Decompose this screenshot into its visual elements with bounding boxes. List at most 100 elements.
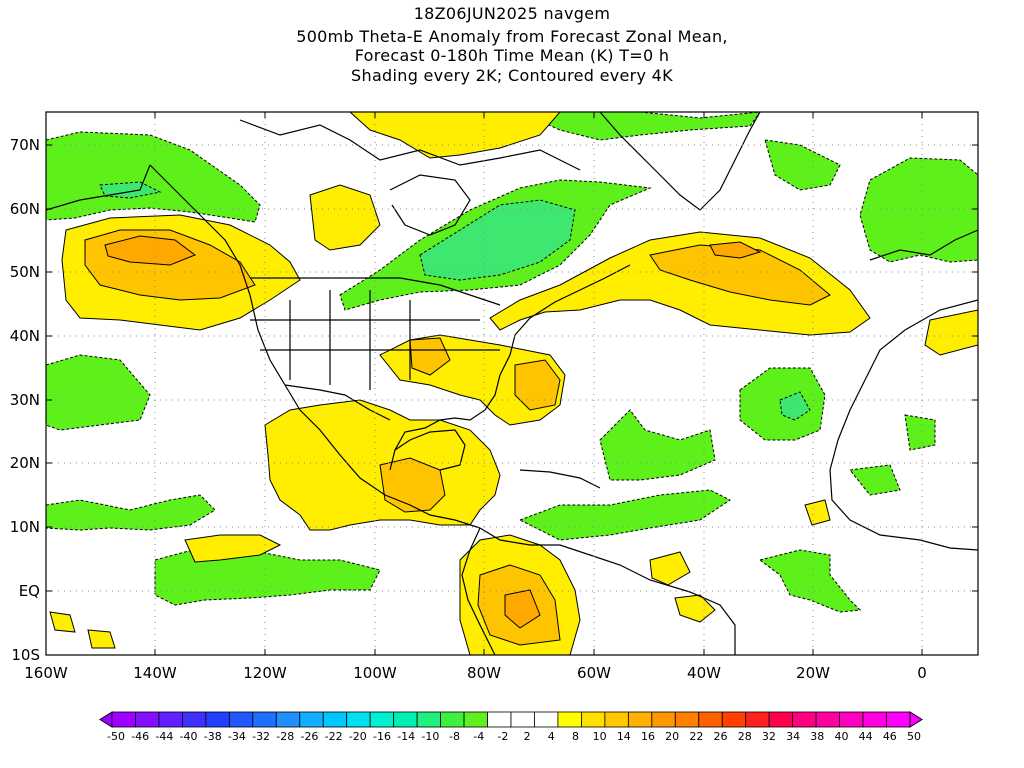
lat-label: 60N (10, 200, 40, 218)
strong-neg-canada-core (419, 199, 576, 281)
coast-africa (829, 299, 978, 551)
lon-ticks (45, 112, 923, 655)
neg-region-central-atlantic (599, 409, 716, 481)
lon-label: 100W (353, 664, 397, 682)
colorbar-label: 16 (641, 730, 655, 743)
coastlines (46, 112, 978, 655)
neg-region-sahel (849, 464, 901, 496)
strong-pos-carolinas (514, 359, 561, 411)
colorbar-swatch (651, 711, 676, 728)
colorbar-swatch (604, 711, 629, 728)
colorbar-swatch (839, 711, 864, 728)
lat-label: 10S (11, 646, 40, 664)
colorbar-swatch (111, 711, 136, 728)
colorbar-label: 34 (786, 730, 800, 743)
neg-region-nw-atlantic (519, 112, 761, 141)
colorbar-swatch (346, 711, 371, 728)
colorbar-label: 32 (762, 730, 776, 743)
colorbar-label: -32 (252, 730, 270, 743)
colorbar-swatch (416, 711, 441, 728)
lat-label: 70N (10, 136, 40, 154)
longitude-labels: 160W 140W 120W 100W 80W 60W 40W 20W 0 (24, 664, 927, 682)
lat-label: EQ (19, 582, 40, 600)
stronger-pos-north-atlantic (709, 241, 762, 259)
colorbar-swatch (627, 711, 653, 728)
coast-greenland (599, 112, 761, 211)
colorbar-label: 40 (834, 730, 848, 743)
neg-region-europe (859, 157, 978, 263)
colorbar-label: -50 (107, 730, 125, 743)
neg-region-tropical-atlantic (518, 489, 731, 541)
strong-pos-midwest (409, 337, 451, 376)
colorbar-swatch (862, 711, 887, 728)
colorbar-swatch (721, 711, 747, 728)
colorbar-label: -40 (180, 730, 198, 743)
strong-negative-cores (99, 181, 811, 421)
stronger-positive-cores (104, 235, 762, 629)
colorbar-swatch (487, 711, 512, 728)
colorbar-label: 22 (689, 730, 703, 743)
colorbar-swatch (792, 711, 817, 728)
colorbar-label: -14 (397, 730, 415, 743)
colorbar-swatch (369, 711, 395, 728)
colorbar-swatch (557, 711, 582, 728)
colorbar-swatch (745, 711, 770, 728)
coast-caribbean (519, 469, 601, 489)
pos-region-west-africa-coast (924, 309, 978, 356)
colorbar-label: 20 (665, 730, 679, 743)
colorbar-label: -20 (349, 730, 367, 743)
colorbar-swatch (182, 711, 207, 728)
colorbar-swatch (393, 711, 418, 728)
lat-label: 40N (10, 327, 40, 345)
map-plot-area (46, 112, 978, 655)
border-us-mexico (284, 384, 391, 421)
latitude-labels: 70N 60N 50N 40N 30N 20N 10N EQ 10S (10, 136, 40, 664)
colorbar-label: 2 (524, 730, 531, 743)
stronger-pos-bolivia (504, 589, 541, 629)
lat-ticks (46, 144, 978, 656)
lat-label: 20N (10, 454, 40, 472)
coast-hudson-bay (389, 174, 471, 236)
lon-label: 80W (467, 664, 501, 682)
colorbar-label: -22 (325, 730, 343, 743)
colorbar-swatch (581, 711, 606, 728)
colorbar-swatch (886, 711, 911, 728)
colorbar-swatch (534, 711, 559, 728)
neg-region-tropical-pacific-1 (154, 547, 381, 606)
coast-north-america-east (389, 264, 631, 471)
colorbar-swatch (135, 711, 160, 728)
colorbar-swatch (768, 711, 794, 728)
colorbar-swatch (815, 711, 840, 728)
us-state-lines (250, 290, 500, 390)
pos-region-brazil-coast (649, 551, 691, 586)
colorbar-label: 4 (548, 730, 555, 743)
colorbar-swatch (322, 711, 348, 728)
colorbar-label: -46 (131, 730, 149, 743)
neg-region-west-africa (904, 414, 936, 451)
colorbar-label: -16 (373, 730, 391, 743)
lat-label: 10N (10, 518, 40, 536)
axis-ticks (45, 112, 978, 656)
lon-label: 40W (687, 664, 721, 682)
neg-region-equatorial-atlantic (758, 549, 862, 613)
colorbar-label: -8 (449, 730, 460, 743)
coast-north-america-west (149, 164, 481, 529)
colorbar-right-arrow (909, 711, 923, 728)
pos-region-canada-hudson (309, 184, 381, 251)
neg-region-greenland-east (764, 139, 841, 191)
lon-label: 120W (243, 664, 287, 682)
pos-region-gulf-guinea (804, 499, 831, 526)
colorbar-label: -4 (473, 730, 484, 743)
lon-label: 0 (917, 664, 927, 682)
colorbar-label: -2 (497, 730, 508, 743)
colorbar-label: -34 (228, 730, 246, 743)
colorbar-swatch (205, 711, 230, 728)
title-line-1: 18Z06JUN2025 navgem (413, 4, 611, 23)
colorbar-label: -44 (155, 730, 173, 743)
title-line-3: Forecast 0-180h Time Mean (K) T=0 h (354, 46, 670, 65)
colorbar-label: 50 (907, 730, 921, 743)
colorbar-label: 14 (617, 730, 631, 743)
pos-region-atlantic-5s (674, 594, 716, 623)
coast-alaska (46, 164, 151, 211)
